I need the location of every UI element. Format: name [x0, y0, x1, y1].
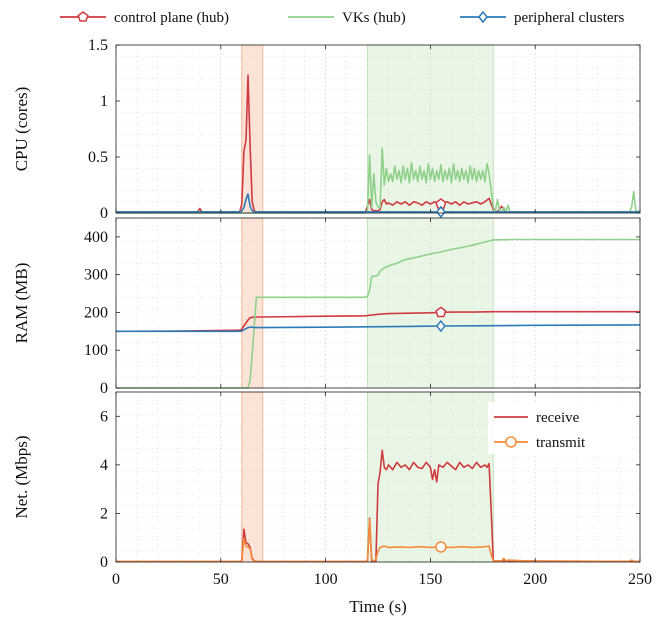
- y-axis-title: RAM (MB): [12, 263, 31, 344]
- plot-frame: [115, 44, 641, 214]
- x-tick-label: 0: [112, 571, 120, 588]
- y-tick-label: 1.5: [88, 37, 108, 54]
- y-tick-label: 0.5: [88, 149, 108, 166]
- y-tick-label: 400: [84, 229, 108, 246]
- legend-label-control-plane-hub-: control plane (hub): [114, 10, 229, 26]
- legend-label-vks-hub-: VKs (hub): [342, 10, 406, 26]
- y-tick-label: 0: [100, 554, 108, 571]
- y-tick-label: 4: [100, 457, 108, 474]
- plot-frame: [115, 391, 641, 563]
- series-line-vks-hub-: [116, 238, 640, 389]
- legend-marker-transmit: [505, 436, 517, 448]
- series-line-control-plane-hub-: [115, 310, 640, 333]
- net-panel: 0 2 4 6 0 50 100 150 200 250 Net. (Mbps) receive tra…: [12, 391, 652, 588]
- y-tick-label: 100: [84, 342, 108, 359]
- x-tick-label: 200: [523, 571, 547, 588]
- y-tick-label: 0: [100, 380, 108, 397]
- plot-frame: [115, 217, 641, 389]
- legend-label-peripheral-clusters: peripheral clusters: [514, 10, 625, 26]
- series-marker-control-plane-hub-: [435, 306, 447, 318]
- series-marker-peripheral-clusters: [435, 319, 446, 333]
- y-axis-title: CPU (cores): [12, 87, 31, 172]
- y-tick-label: 200: [84, 304, 108, 321]
- top-legend: control plane (hub) VKs (hub) peripheral c…: [60, 10, 625, 26]
- legend-label-receive: receive: [536, 410, 580, 426]
- cpu-panel: 0 0.5 1 1.5 CPU (cores): [12, 37, 641, 222]
- y-axis-title: Net. (Mbps): [12, 435, 31, 518]
- series-line-peripheral-clusters: [116, 324, 641, 333]
- y-tick-label: 1: [100, 93, 108, 110]
- x-tick-label: 100: [314, 571, 338, 588]
- y-tick-label: 300: [84, 267, 108, 284]
- x-tick-label: 250: [628, 571, 652, 588]
- net-legend: receive transmit: [488, 402, 632, 454]
- series-line-transmit: [116, 518, 640, 563]
- y-tick-label: 6: [100, 408, 108, 425]
- x-axis-title: Time (s): [349, 597, 406, 616]
- series-marker-peripheral-clusters: [435, 205, 446, 219]
- legend-marker-peripheral-clusters: [478, 10, 488, 24]
- y-tick-label: 0: [100, 205, 108, 222]
- legend-label-transmit: transmit: [536, 435, 586, 451]
- series-line-peripheral-clusters: [116, 193, 640, 213]
- series-marker-transmit: [435, 541, 447, 553]
- legend-marker-control-plane-hub-: [77, 11, 89, 22]
- ram-panel: 0 100 200 300 400 RAM (MB): [12, 217, 641, 397]
- x-tick-label: 50: [213, 571, 229, 588]
- y-tick-label: 2: [100, 505, 108, 522]
- x-tick-label: 150: [418, 571, 442, 588]
- series-line-control-plane-hub-: [116, 74, 640, 213]
- series-line-vks-hub-: [116, 147, 641, 214]
